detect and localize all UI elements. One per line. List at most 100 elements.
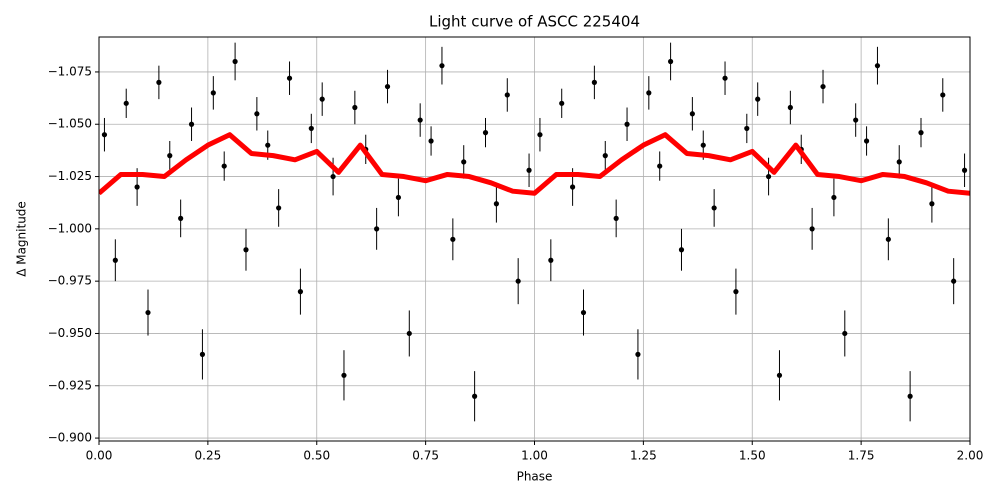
data-point	[940, 92, 946, 98]
data-point	[951, 278, 957, 284]
data-point	[461, 159, 467, 165]
y-tick-label: −1.075	[48, 64, 92, 78]
data-point	[863, 138, 870, 144]
y-tick-label: −0.975	[48, 274, 92, 288]
data-point	[537, 132, 543, 138]
data-point	[374, 226, 380, 232]
data-point	[330, 173, 336, 180]
data-point	[689, 111, 695, 117]
data-point	[504, 92, 510, 98]
data-point	[711, 205, 717, 211]
data-point	[809, 226, 815, 232]
data-point	[406, 330, 412, 337]
y-tick-label: −1.050	[48, 117, 92, 131]
x-axis-label: Phase	[517, 470, 553, 484]
y-axis-label: Δ Magnitude	[15, 201, 29, 277]
y-tick-label: −1.000	[48, 221, 92, 235]
running-mean-line	[99, 132, 970, 196]
data-point	[515, 278, 521, 284]
data-point	[482, 130, 489, 136]
data-point	[885, 236, 891, 242]
data-point	[842, 330, 848, 337]
data-point	[134, 184, 140, 190]
data-point	[265, 142, 271, 148]
data-point	[722, 75, 728, 81]
data-point	[526, 167, 532, 173]
data-point	[896, 159, 902, 165]
data-point	[395, 194, 402, 201]
data-point	[308, 125, 314, 132]
data-point	[787, 104, 793, 111]
data-point	[559, 100, 565, 106]
data-point	[918, 130, 924, 136]
data-point	[352, 104, 358, 111]
data-point	[341, 372, 347, 378]
x-tick-label: 1.75	[848, 449, 875, 463]
x-tick-label: 0.50	[303, 449, 330, 463]
data-point	[853, 117, 859, 123]
data-point	[472, 393, 478, 399]
y-tick-label: −0.900	[48, 431, 92, 445]
x-tick-label: 2.00	[957, 449, 984, 463]
data-point	[961, 167, 968, 173]
data-point	[450, 236, 456, 242]
data-point	[319, 96, 325, 102]
data-point	[493, 201, 499, 207]
data-point	[188, 121, 195, 127]
data-point	[657, 163, 663, 169]
y-tick-label: −1.025	[48, 169, 92, 183]
y-tick-label: −0.925	[48, 378, 92, 392]
data-point	[199, 351, 206, 357]
data-point	[178, 215, 184, 221]
data-point	[221, 163, 227, 169]
data-point	[755, 96, 761, 102]
data-point	[232, 58, 238, 65]
data-point	[384, 83, 391, 90]
chart-title: Light curve of ASCC 225404	[429, 13, 640, 31]
data-point	[820, 83, 826, 90]
data-point	[624, 121, 630, 127]
data-point	[123, 100, 129, 106]
x-tick-label: 1.00	[521, 449, 548, 463]
data-point	[744, 125, 750, 132]
data-point	[101, 132, 108, 138]
data-point	[297, 289, 304, 295]
data-point	[591, 79, 597, 86]
data-point	[580, 309, 587, 316]
data-point	[112, 257, 118, 263]
x-tick-label: 0.00	[86, 449, 113, 463]
data-point	[635, 351, 641, 357]
y-tick-label: −0.950	[48, 326, 92, 340]
data-point	[156, 79, 162, 86]
plot-area	[99, 42, 970, 422]
x-tick-label: 0.25	[195, 449, 222, 463]
x-tick-label: 0.75	[412, 449, 439, 463]
data-point	[254, 111, 260, 117]
data-point	[646, 90, 652, 96]
data-point	[428, 138, 434, 144]
data-point	[243, 247, 249, 253]
data-point	[765, 173, 772, 180]
data-point	[678, 247, 685, 253]
data-point	[907, 393, 913, 399]
data-point	[776, 372, 783, 378]
data-point	[145, 309, 151, 316]
x-tick-label: 1.50	[739, 449, 766, 463]
data-point	[929, 201, 935, 207]
labels: 0.00 0.25 0.50 0.75 1.00 1.25 1.50 1.75 2.00 −1.0…	[48, 64, 984, 462]
data-point	[286, 75, 293, 81]
grid	[98, 37, 971, 441]
data-point	[276, 205, 282, 211]
data-point	[733, 289, 739, 295]
data-point	[831, 194, 837, 201]
data-point	[167, 153, 173, 159]
data-point	[417, 117, 423, 123]
data-point	[210, 90, 216, 96]
data-point	[613, 215, 619, 221]
x-tick-label: 1.25	[630, 449, 657, 463]
data-point	[439, 63, 445, 69]
data-point	[548, 257, 554, 263]
data-point	[700, 142, 706, 148]
